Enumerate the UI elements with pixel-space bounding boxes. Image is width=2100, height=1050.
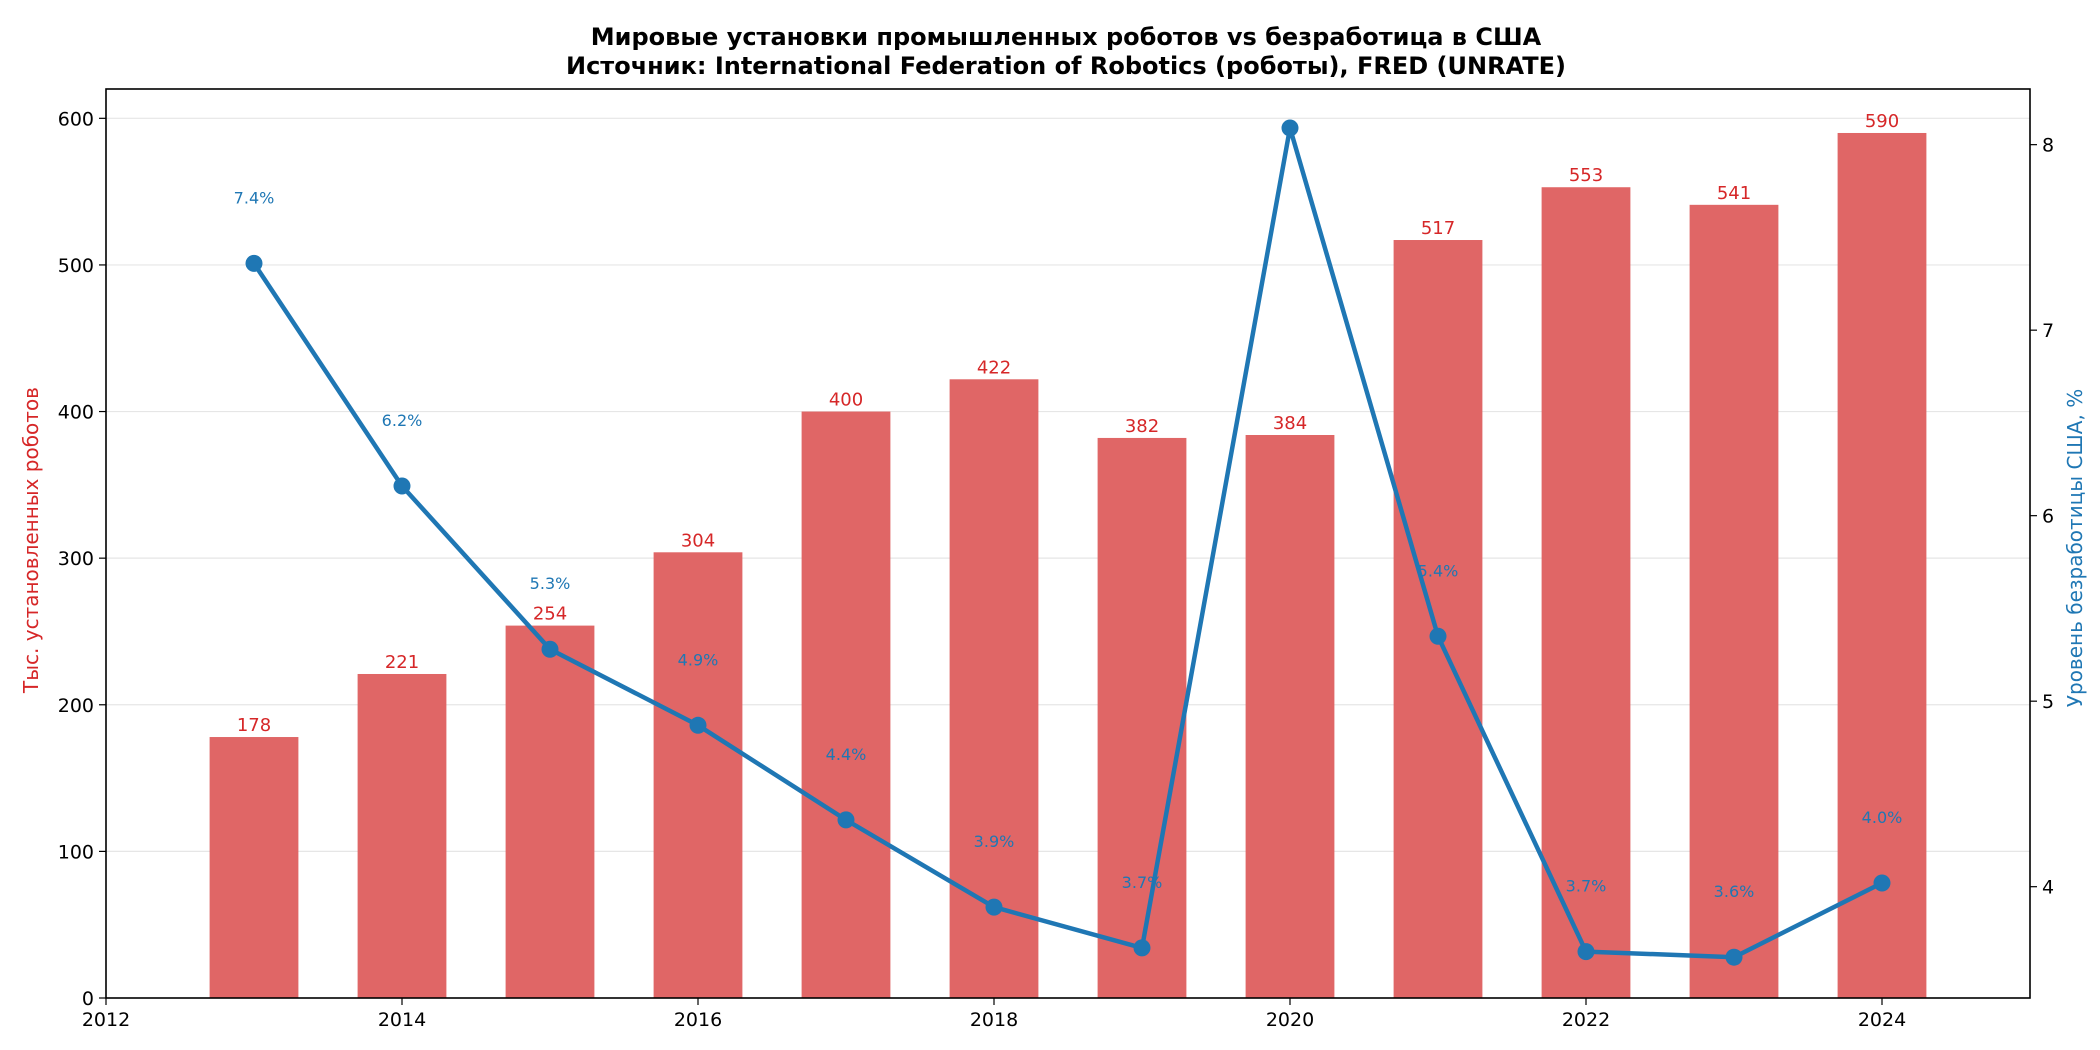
line-point-label: 4.9% <box>678 650 719 669</box>
bar <box>1393 240 1483 998</box>
plot-frame <box>105 88 2031 999</box>
line-point-label: 3.6% <box>1714 882 1755 901</box>
line-point <box>1725 948 1743 966</box>
x-tick-label: 2018 <box>970 1009 1018 1031</box>
y-right-tick-label: 6 <box>2042 506 2054 528</box>
line-point <box>1133 939 1151 957</box>
line-point <box>1873 874 1891 892</box>
chart-title: Мировые установки промышленных роботов v… <box>591 23 1542 51</box>
x-tick-label: 2022 <box>1562 1009 1610 1031</box>
y-right-tick-label: 4 <box>2042 877 2054 899</box>
bar-series <box>209 132 1927 998</box>
bar-value-label: 517 <box>1421 218 1455 239</box>
line-point-label: 3.7% <box>1122 873 1163 892</box>
y-right-tick-label: 7 <box>2042 320 2054 342</box>
y-left-tick-label: 300 <box>58 548 94 570</box>
bar-value-label: 590 <box>1865 111 1899 132</box>
bar <box>801 411 891 998</box>
bar-value-label: 553 <box>1569 165 1603 186</box>
line-point <box>837 811 855 829</box>
line-point <box>1577 943 1595 961</box>
line-point-label: 6.2% <box>382 411 423 430</box>
bar-value-label: 384 <box>1273 413 1307 434</box>
y-left-tick-label: 200 <box>58 695 94 717</box>
bar-value-label: 382 <box>1125 416 1159 437</box>
bar <box>1097 437 1187 998</box>
line-point <box>689 716 707 734</box>
line-point <box>1429 627 1447 645</box>
line-point <box>985 898 1003 916</box>
y-left-tick-label: 0 <box>82 988 94 1010</box>
bar-value-label: 304 <box>681 530 715 551</box>
bar <box>1245 435 1335 998</box>
bar-value-label: 221 <box>385 652 419 673</box>
x-tick-label: 2020 <box>1266 1009 1314 1031</box>
x-tick-label: 2016 <box>674 1009 722 1031</box>
bar <box>1689 204 1779 998</box>
bar <box>357 673 447 998</box>
line-point-label: 5.4% <box>1418 561 1459 580</box>
y-left-tick-label: 100 <box>58 841 94 863</box>
line-point <box>541 640 559 658</box>
line-point-label: 5.3% <box>530 574 571 593</box>
line-point-label: 7.4% <box>234 188 275 207</box>
line-point-label: 3.7% <box>1566 877 1607 896</box>
y-right-tick-label: 5 <box>2042 691 2054 713</box>
axes: 0 100 200 300 400 500 600 4 5 6 7 8 2012 2014 2016 2018… <box>58 88 2054 1031</box>
bar <box>209 737 299 998</box>
bar <box>653 552 743 998</box>
line-point-label: 4.4% <box>826 745 867 764</box>
bar-value-label: 422 <box>977 357 1011 378</box>
bar <box>505 625 595 998</box>
y-left-tick-label: 400 <box>58 402 94 424</box>
y-left-tick-label: 500 <box>58 255 94 277</box>
line-point-label: 4.0% <box>1862 808 1903 827</box>
bar <box>1837 132 1927 998</box>
x-tick-label: 2014 <box>378 1009 426 1031</box>
y-axis-right-label: Уровень безработицы США, % <box>2063 389 2087 707</box>
line-path <box>252 125 1884 960</box>
bar-value-label: 178 <box>237 715 271 736</box>
y-right-tick-label: 8 <box>2042 135 2054 157</box>
bar <box>1541 187 1631 998</box>
line-point <box>1281 119 1299 137</box>
bar-value-label: 541 <box>1717 183 1751 204</box>
line-point <box>245 254 263 272</box>
chart-subtitle: Источник: International Federation of Ro… <box>566 52 1566 80</box>
x-tick-label: 2012 <box>82 1009 130 1031</box>
y-left-tick-label: 600 <box>58 108 94 130</box>
line-point-label: 3.9% <box>974 832 1015 851</box>
bar-value-label: 400 <box>829 390 863 411</box>
data-labels: 178 221 254 304 400 422 382 384 517 553 541 590 7.4%… <box>234 111 1903 901</box>
bar-value-label: 254 <box>533 604 567 625</box>
line-series <box>245 119 1891 966</box>
y-axis-left-label: Тыс. установленных роботов <box>19 387 43 694</box>
line-point <box>393 477 411 495</box>
bar <box>949 379 1039 998</box>
x-tick-label: 2024 <box>1858 1009 1906 1031</box>
